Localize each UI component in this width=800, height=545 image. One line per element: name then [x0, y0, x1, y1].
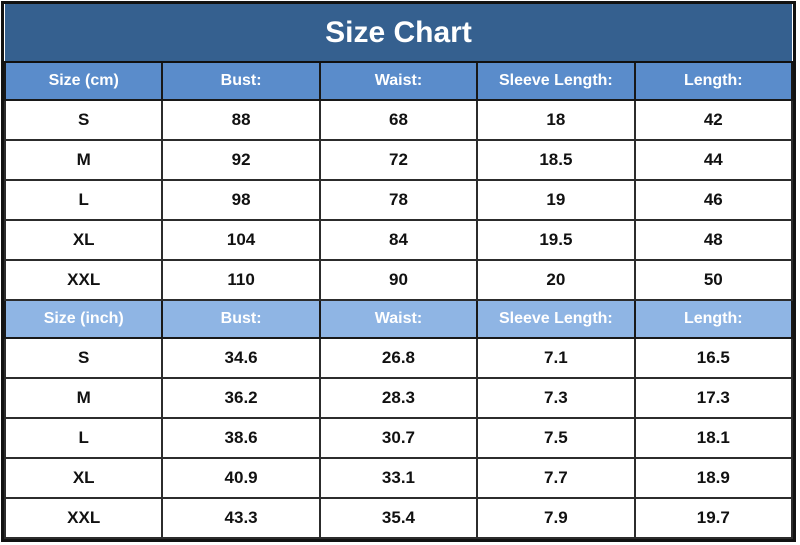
title-row: Size Chart [5, 4, 792, 63]
cell-sleeve: 19.5 [476, 219, 636, 261]
cell-sleeve: 7.1 [476, 337, 636, 379]
cell-sleeve: 7.5 [476, 417, 636, 459]
cell-bust: 34.6 [161, 337, 321, 379]
cell-size: S [3, 99, 164, 141]
cell-bust: 36.2 [161, 377, 321, 419]
cell-length: 17.3 [633, 377, 794, 419]
table-row-cm-m: M 92 72 18.5 44 [3, 139, 794, 181]
table-row-inch-xxl: XXL 43.3 35.4 7.9 19.7 [3, 497, 794, 539]
table-row-cm-xl: XL 104 84 19.5 48 [3, 219, 794, 261]
cell-waist: 72 [318, 139, 479, 181]
cell-bust: 98 [161, 179, 321, 221]
col-header-waist-cm: Waist: [318, 61, 479, 101]
cell-size: L [3, 179, 164, 221]
cell-length: 48 [633, 219, 794, 261]
cell-waist: 84 [318, 219, 479, 261]
cell-waist: 28.3 [318, 377, 479, 419]
cell-waist: 33.1 [318, 457, 479, 499]
col-header-size-cm: Size (cm) [3, 61, 164, 101]
col-header-length-inch: Length: [633, 299, 794, 339]
col-header-size-inch: Size (inch) [3, 299, 164, 339]
cell-size: S [3, 337, 164, 379]
col-header-sleeve-cm: Sleeve Length: [476, 61, 636, 101]
size-chart-table: Size Chart Size (cm) Bust: Waist: Sleeve… [3, 4, 794, 539]
cell-bust: 110 [161, 259, 321, 301]
cell-sleeve: 19 [476, 179, 636, 221]
cell-size: L [3, 417, 164, 459]
cell-length: 18.1 [633, 417, 794, 459]
table-row-inch-xl: XL 40.9 33.1 7.7 18.9 [3, 457, 794, 499]
cell-waist: 90 [318, 259, 479, 301]
col-header-waist-inch: Waist: [318, 299, 479, 339]
cell-length: 19.7 [633, 497, 794, 539]
col-header-bust-cm: Bust: [161, 61, 321, 101]
cell-sleeve: 7.3 [476, 377, 636, 419]
cell-length: 42 [633, 99, 794, 141]
cell-bust: 43.3 [161, 497, 321, 539]
cell-bust: 92 [161, 139, 321, 181]
cell-length: 18.9 [633, 457, 794, 499]
cell-bust: 40.9 [161, 457, 321, 499]
cell-length: 46 [633, 179, 794, 221]
cell-waist: 68 [318, 99, 479, 141]
cell-length: 16.5 [633, 337, 794, 379]
cell-waist: 30.7 [318, 417, 479, 459]
cell-waist: 26.8 [318, 337, 479, 379]
cell-bust: 88 [161, 99, 321, 141]
cell-sleeve: 18 [476, 99, 636, 141]
cell-sleeve: 18.5 [476, 139, 636, 181]
header-row-inch: Size (inch) Bust: Waist: Sleeve Length: … [3, 299, 794, 339]
cell-waist: 35.4 [318, 497, 479, 539]
table-row-inch-s: S 34.6 26.8 7.1 16.5 [3, 337, 794, 379]
cell-waist: 78 [318, 179, 479, 221]
col-header-sleeve-inch: Sleeve Length: [476, 299, 636, 339]
cell-size: XXL [3, 497, 164, 539]
cell-bust: 104 [161, 219, 321, 261]
table-row-inch-m: M 36.2 28.3 7.3 17.3 [3, 377, 794, 419]
cell-size: XL [3, 219, 164, 261]
cell-size: XL [3, 457, 164, 499]
col-header-length-cm: Length: [633, 61, 794, 101]
page-title: Size Chart [5, 4, 792, 63]
cell-size: M [3, 377, 164, 419]
cell-sleeve: 7.9 [476, 497, 636, 539]
cell-bust: 38.6 [161, 417, 321, 459]
cell-size: XXL [3, 259, 164, 301]
table-row-cm-xxl: XXL 110 90 20 50 [3, 259, 794, 301]
cell-sleeve: 7.7 [476, 457, 636, 499]
cell-size: M [3, 139, 164, 181]
table-row-inch-l: L 38.6 30.7 7.5 18.1 [3, 417, 794, 459]
table-row-cm-l: L 98 78 19 46 [3, 179, 794, 221]
cell-sleeve: 20 [476, 259, 636, 301]
table-row-cm-s: S 88 68 18 42 [3, 99, 794, 141]
cell-length: 50 [633, 259, 794, 301]
col-header-bust-inch: Bust: [161, 299, 321, 339]
cell-length: 44 [633, 139, 794, 181]
header-row-cm: Size (cm) Bust: Waist: Sleeve Length: Le… [3, 61, 794, 101]
